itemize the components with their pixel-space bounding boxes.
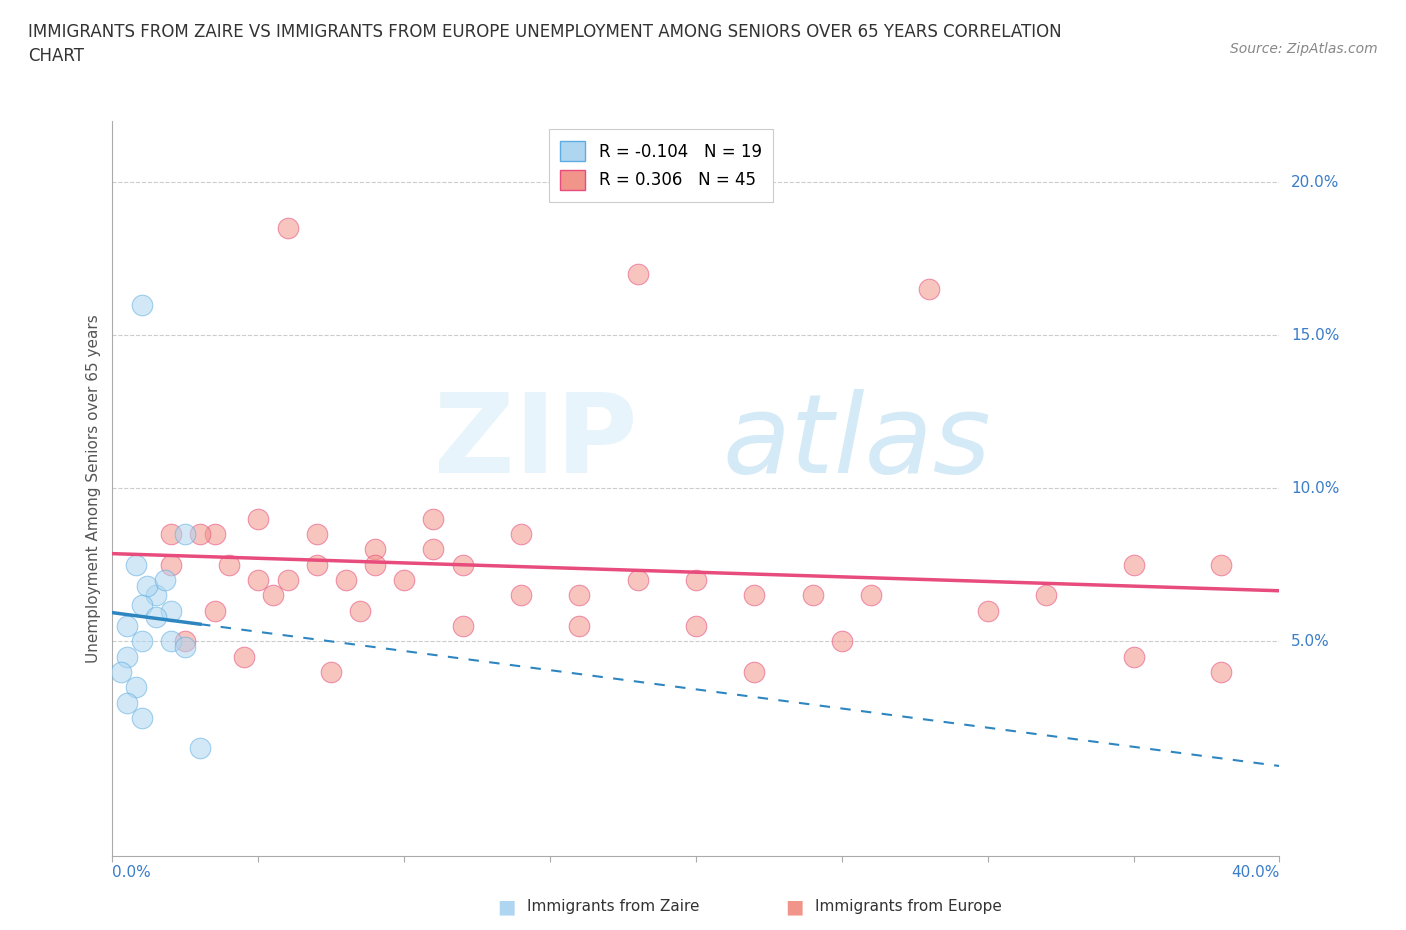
Point (744, 588, 766, 603)
Point (422, 512, 444, 526)
Point (801, 588, 824, 603)
Point (115, 695, 138, 710)
Text: Immigrants from Europe: Immigrants from Europe (815, 899, 1002, 914)
Point (1122, 649, 1144, 664)
Text: 40.0%: 40.0% (1232, 865, 1279, 880)
Point (1035, 588, 1057, 603)
Point (451, 557, 474, 572)
Text: ■: ■ (785, 897, 804, 916)
Point (509, 588, 531, 603)
Point (349, 604, 371, 618)
Y-axis label: Unemployment Among Seniors over 65 years: Unemployment Among Seniors over 65 years (86, 314, 101, 662)
Point (131, 597, 153, 612)
Point (568, 618, 591, 633)
Text: atlas: atlas (723, 389, 991, 496)
Point (744, 664, 766, 679)
Point (153, 573, 176, 588)
Point (918, 282, 941, 297)
Text: 5.0%: 5.0% (1291, 634, 1330, 649)
Point (204, 604, 226, 618)
Point (115, 618, 138, 633)
Text: IMMIGRANTS FROM ZAIRE VS IMMIGRANTS FROM EUROPE UNEMPLOYMENT AMONG SENIORS OVER : IMMIGRANTS FROM ZAIRE VS IMMIGRANTS FROM… (28, 23, 1062, 65)
Point (627, 573, 650, 588)
Point (188, 741, 211, 756)
Point (335, 573, 357, 588)
Text: Source: ZipAtlas.com: Source: ZipAtlas.com (1230, 42, 1378, 56)
Point (685, 573, 707, 588)
Point (131, 711, 153, 725)
Point (1122, 557, 1144, 572)
Point (115, 649, 138, 664)
Point (136, 578, 159, 593)
Legend: R = -0.104   N = 19, R = 0.306   N = 45: R = -0.104 N = 19, R = 0.306 N = 45 (548, 129, 773, 202)
Point (188, 526, 211, 541)
Point (364, 557, 387, 572)
Point (860, 588, 883, 603)
Point (145, 609, 167, 624)
Point (174, 640, 197, 655)
Point (1211, 557, 1233, 572)
Point (364, 542, 387, 557)
Text: 15.0%: 15.0% (1291, 327, 1340, 342)
Point (125, 557, 148, 572)
Point (277, 220, 299, 235)
Point (160, 526, 183, 541)
Text: 10.0%: 10.0% (1291, 481, 1340, 496)
Point (204, 526, 226, 541)
Point (627, 267, 650, 282)
Point (305, 557, 328, 572)
Point (131, 298, 153, 312)
Point (509, 526, 531, 541)
Point (277, 573, 299, 588)
Text: Immigrants from Zaire: Immigrants from Zaire (527, 899, 700, 914)
Text: ■: ■ (496, 897, 516, 916)
Point (451, 618, 474, 633)
Point (145, 588, 167, 603)
Point (422, 542, 444, 557)
Point (394, 573, 416, 588)
Point (247, 512, 270, 526)
Point (568, 588, 591, 603)
Point (174, 526, 197, 541)
Point (1211, 664, 1233, 679)
Point (160, 634, 183, 649)
Point (976, 604, 998, 618)
Point (160, 557, 183, 572)
Point (160, 604, 183, 618)
Point (125, 680, 148, 695)
Point (685, 618, 707, 633)
Point (218, 557, 240, 572)
Point (831, 634, 853, 649)
Point (174, 634, 197, 649)
Text: 20.0%: 20.0% (1291, 175, 1340, 190)
Text: ZIP: ZIP (434, 389, 637, 496)
Text: 0.0%: 0.0% (112, 865, 152, 880)
Point (305, 526, 328, 541)
Point (232, 649, 254, 664)
Point (321, 664, 343, 679)
Point (131, 634, 153, 649)
Point (262, 588, 284, 603)
Point (247, 573, 270, 588)
Point (110, 664, 132, 679)
